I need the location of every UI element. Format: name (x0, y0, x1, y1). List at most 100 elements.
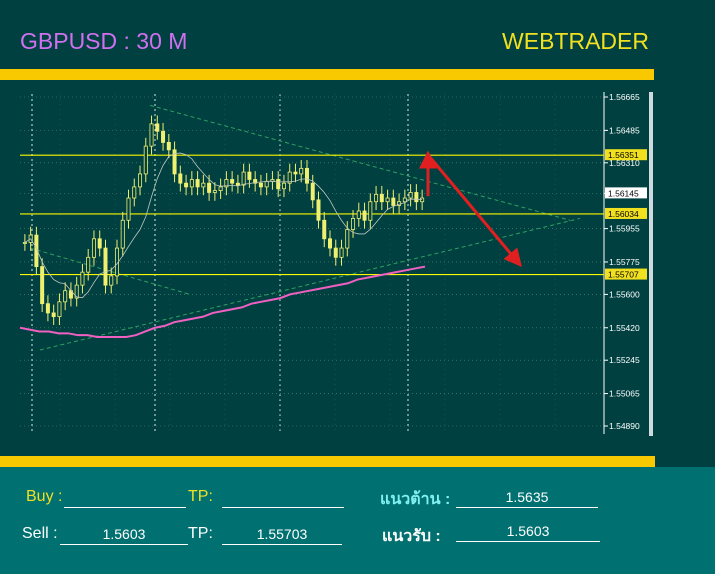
top-divider-bar (0, 69, 654, 80)
y-tick-label: 1.56665 (609, 92, 640, 102)
candle-body (201, 182, 206, 188)
candle-body (299, 167, 304, 175)
candle-body (235, 182, 240, 186)
scrollbar-track (649, 92, 653, 436)
signal-arrow-down (428, 156, 522, 268)
candle-body (195, 179, 200, 188)
candle-body (304, 167, 309, 184)
candle-body (218, 186, 223, 192)
candle-body (253, 179, 258, 184)
buy-field[interactable] (64, 489, 186, 508)
candle-body (362, 210, 367, 221)
resistance-field[interactable]: 1.5635 (456, 489, 598, 508)
candle-body (379, 193, 384, 203)
y-tick-label: 1.56310 (609, 158, 640, 168)
candle-body (333, 247, 338, 258)
candle-body (22, 242, 27, 244)
price-chart: 1.56665 1.56485 1.56310 1.56145 1.55955 1.557… (19, 90, 653, 436)
signal-panel: Buy : TP: แนวต้าน : 1.5635 Sell : 1.5603… (0, 467, 715, 574)
candle-body (132, 186, 137, 199)
candle-body (166, 142, 171, 151)
level-price-tag (605, 149, 647, 161)
candle-body (143, 145, 148, 175)
level-price-tag (605, 207, 647, 219)
candle-body (328, 238, 333, 249)
candle-body (138, 173, 143, 188)
candle-body (91, 238, 96, 258)
y-tick-label: 1.56485 (609, 125, 640, 135)
trendline-lower (39, 217, 581, 351)
candle-body (155, 123, 160, 132)
buy-label: Buy : (26, 488, 63, 505)
candle-body (178, 173, 183, 184)
candle-body (97, 238, 102, 249)
candle-body (368, 201, 373, 221)
candle-body (402, 197, 407, 203)
candle-body (189, 179, 194, 188)
candle-body (339, 247, 344, 258)
resistance-label: แนวต้าน : (380, 491, 451, 508)
candle-body (120, 219, 125, 249)
candle-body (161, 130, 166, 143)
y-tick-label: 1.55420 (609, 323, 640, 333)
candle-body (40, 266, 45, 305)
level-price-label: 1.55707 (608, 270, 639, 280)
price-axis-bg (604, 90, 652, 436)
buy-tp-label: TP: (188, 488, 213, 505)
candle-body (109, 275, 114, 286)
y-tick-label: 1.55065 (609, 389, 640, 399)
y-tick-label: 1.55600 (609, 289, 640, 299)
candle-body (149, 123, 154, 147)
candle-body (408, 192, 413, 199)
symbol-title: GBPUSD : 30 M (20, 28, 188, 54)
level-price-label: 1.56351 (608, 150, 639, 160)
candle-body (74, 284, 79, 299)
candle-body (212, 190, 217, 193)
candle-body (385, 197, 390, 203)
candle-body (224, 179, 229, 188)
level-price-tag (605, 268, 647, 280)
candle-body (345, 229, 350, 249)
y-tick-label: 1.55245 (609, 355, 640, 365)
candle-body (310, 182, 315, 201)
support-label: แนวรับ : (382, 528, 441, 545)
sell-tp-field[interactable]: 1.55703 (222, 526, 342, 545)
candle-body (86, 256, 91, 273)
y-tick-label: 1.54890 (609, 421, 640, 431)
candle-body (414, 192, 419, 203)
candle-body (126, 197, 131, 221)
candle-body (57, 301, 62, 318)
candle-body (34, 234, 39, 267)
sell-label: Sell : (22, 525, 58, 542)
candle-body (258, 182, 263, 188)
candle-body (374, 193, 379, 203)
candle-body (103, 247, 108, 286)
candle-body (351, 218, 356, 230)
candle-body (264, 180, 269, 188)
brand-title: WEBTRADER (502, 28, 649, 54)
buy-tp-field[interactable] (222, 489, 344, 508)
trendline-left (29, 247, 191, 295)
moving-average-slow (19, 265, 426, 339)
candle-body (63, 290, 68, 303)
candle-body (316, 199, 321, 221)
candle-body (293, 171, 298, 175)
candle-body (51, 312, 56, 318)
candle-body (241, 171, 246, 186)
level-price-label: 1.56034 (608, 209, 639, 219)
candle-body (172, 149, 177, 175)
header: GBPUSD : 30 M WEBTRADER (0, 0, 715, 68)
candle-body (356, 210, 361, 219)
candle-body (287, 171, 292, 184)
y-tick-label: 1.55775 (609, 257, 640, 267)
trendline-upper (149, 104, 571, 221)
candle-body (247, 171, 252, 180)
support-field[interactable]: 1.5603 (456, 523, 600, 542)
sell-field[interactable]: 1.5603 (60, 526, 188, 545)
sell-tp-label: TP: (188, 525, 213, 542)
candle-body (45, 303, 50, 314)
moving-average-fast (24, 152, 423, 299)
bottom-divider-bar (0, 456, 655, 467)
candle-body (207, 182, 212, 193)
chart-area: 1.56665 1.56485 1.56310 1.56145 1.55955 1.557… (0, 80, 715, 456)
